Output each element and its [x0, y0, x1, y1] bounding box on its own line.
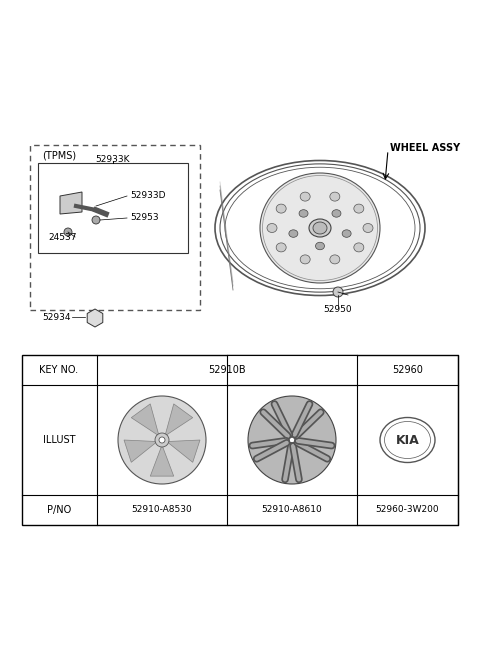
- Polygon shape: [167, 440, 200, 462]
- Text: 52933D: 52933D: [130, 192, 166, 201]
- Polygon shape: [150, 445, 174, 476]
- Text: 52953: 52953: [130, 213, 158, 222]
- Text: 52960-3W200: 52960-3W200: [376, 506, 439, 514]
- Circle shape: [92, 216, 100, 224]
- Ellipse shape: [267, 224, 277, 232]
- Text: KEY NO.: KEY NO.: [39, 365, 79, 375]
- Polygon shape: [124, 440, 157, 462]
- Text: 52950: 52950: [324, 306, 352, 314]
- Circle shape: [333, 287, 343, 297]
- Ellipse shape: [330, 192, 340, 201]
- Text: 52934: 52934: [42, 312, 71, 321]
- Ellipse shape: [330, 255, 340, 264]
- Ellipse shape: [118, 396, 206, 484]
- Text: KIA: KIA: [396, 434, 420, 447]
- Text: (TPMS): (TPMS): [42, 150, 76, 160]
- Polygon shape: [60, 192, 82, 214]
- Text: 52910-A8610: 52910-A8610: [262, 506, 323, 514]
- Ellipse shape: [276, 204, 286, 213]
- Circle shape: [285, 433, 299, 447]
- Ellipse shape: [384, 422, 431, 459]
- Text: 52933K: 52933K: [96, 155, 130, 163]
- Text: 24537: 24537: [48, 232, 76, 241]
- Ellipse shape: [248, 396, 336, 484]
- Text: 52910-A8530: 52910-A8530: [132, 506, 192, 514]
- Ellipse shape: [300, 255, 310, 264]
- Ellipse shape: [363, 224, 373, 232]
- Ellipse shape: [354, 204, 364, 213]
- Bar: [227, 355, 357, 385]
- Polygon shape: [165, 404, 193, 436]
- Ellipse shape: [313, 222, 327, 234]
- Ellipse shape: [332, 210, 341, 217]
- Polygon shape: [131, 404, 159, 436]
- Ellipse shape: [289, 230, 298, 237]
- Circle shape: [159, 437, 165, 443]
- Ellipse shape: [299, 210, 308, 217]
- Text: WHEEL ASSY: WHEEL ASSY: [390, 143, 460, 153]
- Circle shape: [64, 228, 72, 236]
- Circle shape: [155, 433, 169, 447]
- Circle shape: [289, 437, 295, 443]
- Ellipse shape: [315, 242, 324, 250]
- Text: 52960: 52960: [392, 365, 423, 375]
- Ellipse shape: [276, 243, 286, 252]
- Text: ILLUST: ILLUST: [43, 435, 75, 445]
- Text: P/NO: P/NO: [47, 505, 71, 515]
- Ellipse shape: [342, 230, 351, 237]
- Ellipse shape: [260, 173, 380, 283]
- Ellipse shape: [309, 219, 331, 237]
- Bar: [22, 355, 458, 525]
- Ellipse shape: [354, 243, 364, 252]
- Ellipse shape: [300, 192, 310, 201]
- Text: 52910B: 52910B: [208, 365, 246, 375]
- Ellipse shape: [380, 417, 435, 462]
